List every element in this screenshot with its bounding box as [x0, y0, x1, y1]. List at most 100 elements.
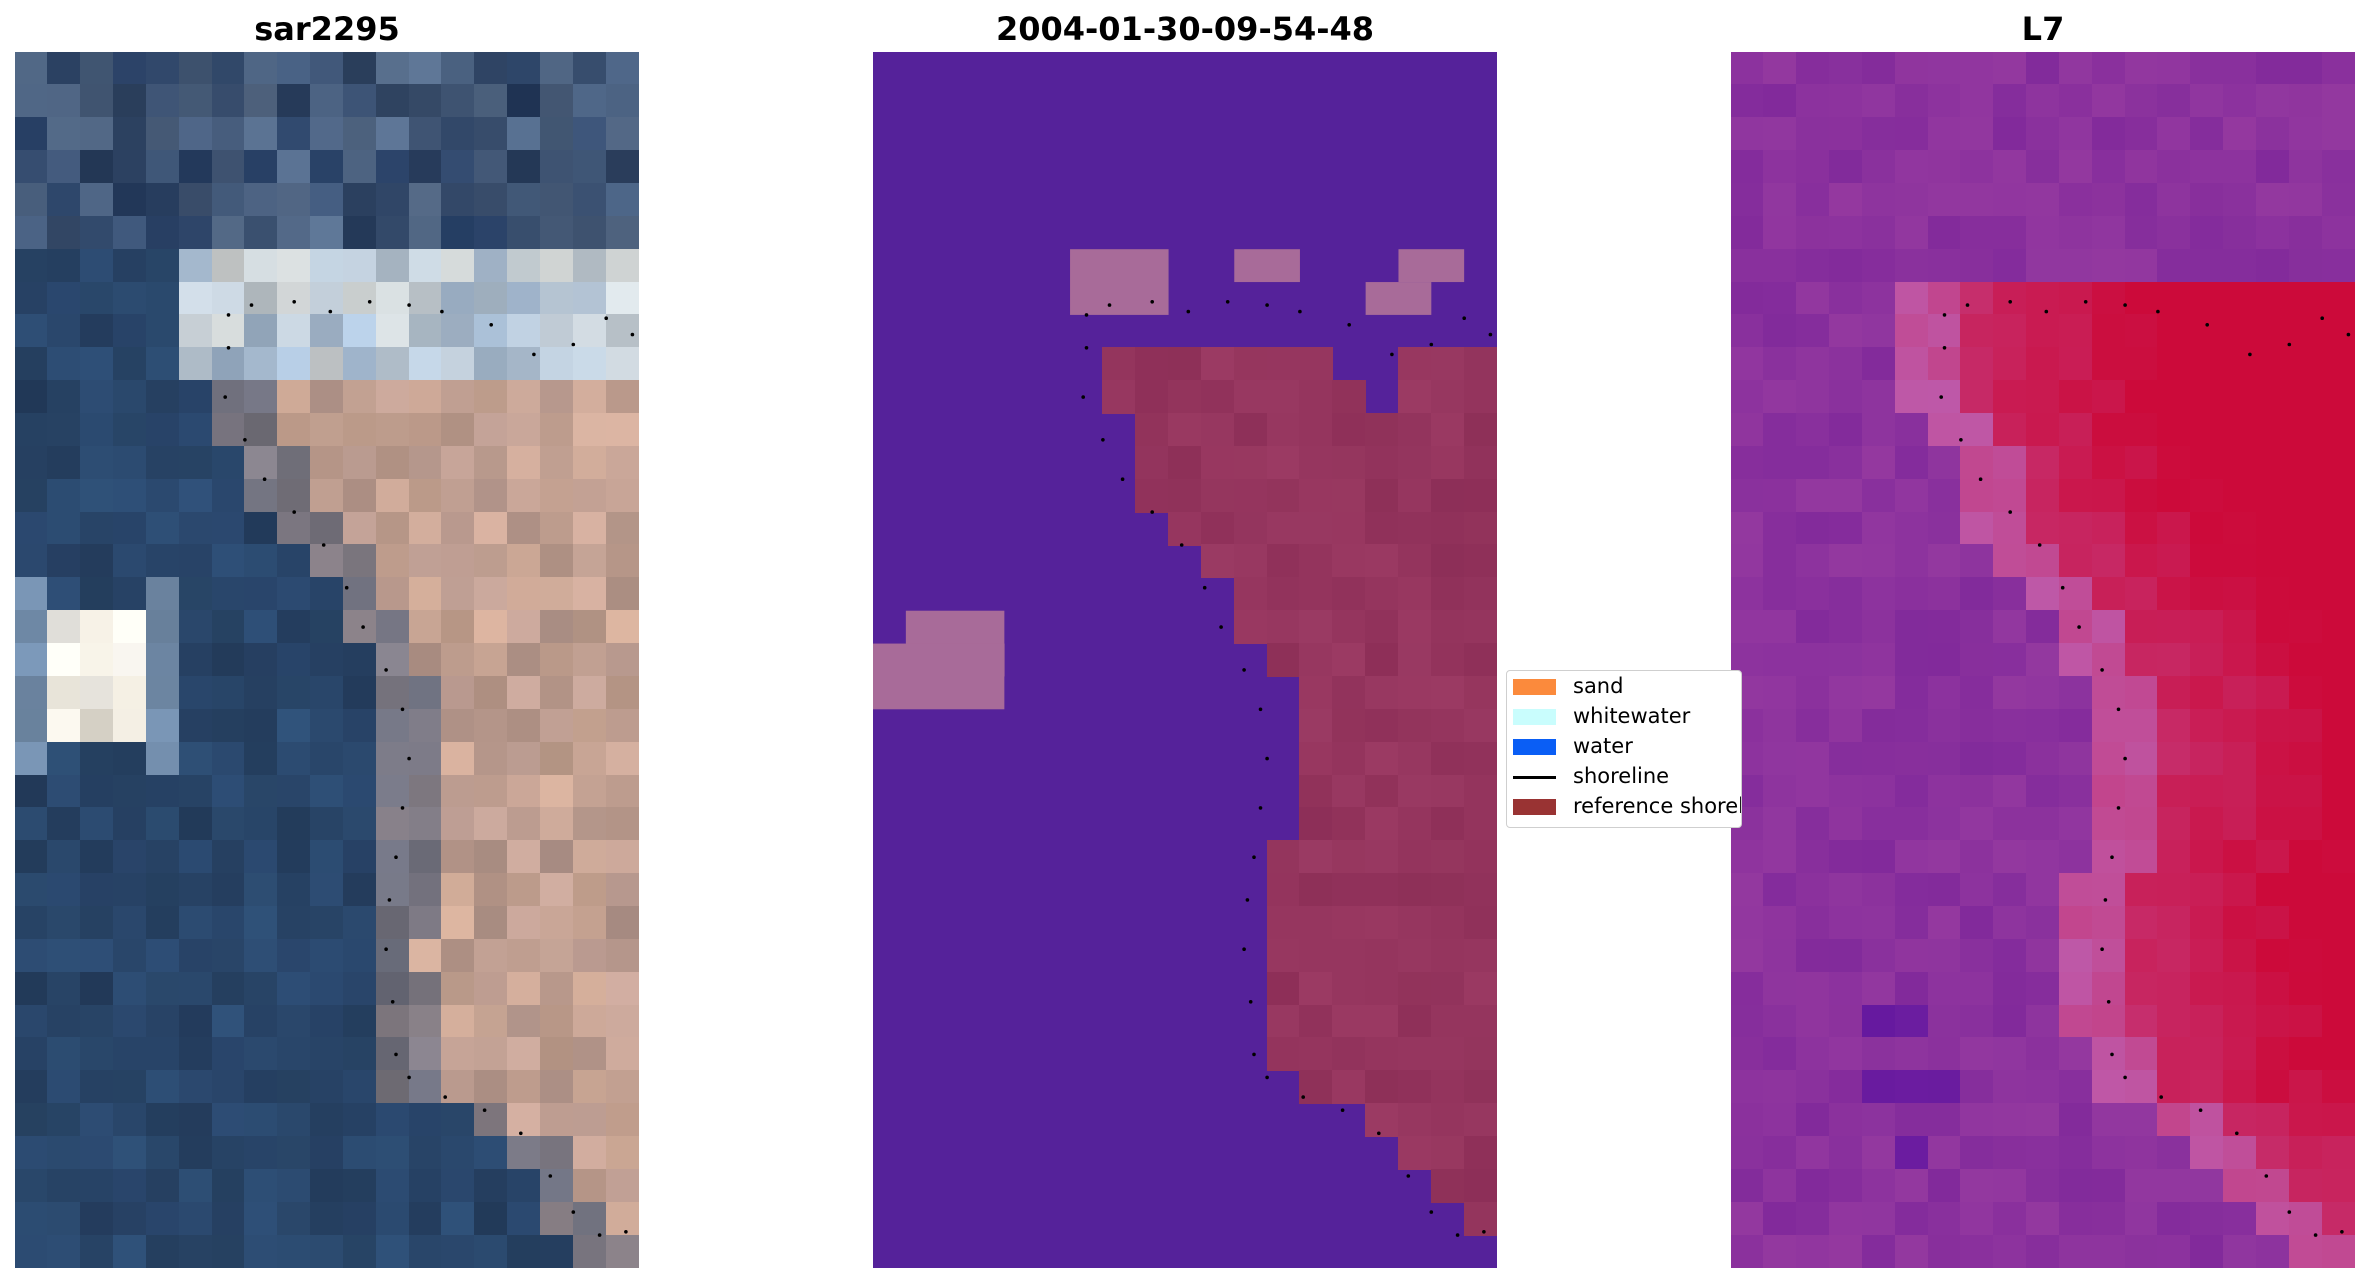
legend-swatch-sand [1513, 679, 1556, 695]
shoreline-point [2123, 1075, 2127, 1080]
panel-title-rgb: sar2295 [254, 10, 400, 48]
legend-swatch-shoreline [1513, 776, 1556, 779]
shoreline-point [1252, 855, 1256, 859]
shoreline-point [2083, 300, 2088, 304]
shoreline-point [2110, 1052, 2114, 1057]
shoreline-point [1248, 1000, 1253, 1004]
shoreline-point [2205, 323, 2209, 327]
shoreline-point [2340, 1230, 2344, 1234]
shoreline-point [292, 510, 297, 514]
shoreline-point [262, 477, 267, 482]
shoreline-point [440, 309, 444, 314]
shoreline-point [2235, 1131, 2239, 1136]
shoreline-point [1482, 1230, 1486, 1234]
shoreline-point [249, 303, 254, 307]
shoreline-point [344, 585, 349, 590]
shoreline-point [1242, 668, 1246, 672]
rgb-satellite-image [15, 52, 639, 1268]
shoreline-point [1265, 303, 1269, 307]
shoreline-point [571, 1210, 576, 1214]
shoreline-point [2159, 1095, 2163, 1099]
shoreline-point [2346, 332, 2351, 337]
shoreline-point [384, 668, 388, 672]
shoreline-point [1455, 1233, 1460, 1237]
shoreline-point [2156, 309, 2160, 314]
shoreline-point [387, 898, 392, 902]
classification-image [873, 52, 1497, 1268]
shoreline-point [2100, 668, 2104, 672]
shoreline-point [2106, 1000, 2111, 1004]
panel-title-index: L7 [2021, 10, 2065, 48]
panel-classification-image [873, 52, 1497, 1268]
shoreline-point [1390, 352, 1394, 357]
shoreline-point [2264, 1174, 2269, 1178]
shoreline-point [1252, 1052, 1256, 1057]
panel-rgb-image [15, 52, 639, 1268]
shoreline-point [400, 707, 405, 712]
shoreline-point [2100, 947, 2104, 951]
shoreline-point [407, 756, 411, 761]
shoreline-point [2116, 806, 2121, 810]
shoreline-point [2198, 1108, 2203, 1112]
shoreline-point [597, 1233, 602, 1237]
shoreline-point [1429, 342, 1434, 347]
shoreline-point [384, 947, 388, 951]
shoreline-point [1120, 477, 1125, 482]
shoreline-point [604, 316, 608, 321]
shoreline-point [2037, 543, 2042, 547]
shoreline-point [1959, 438, 1963, 442]
shoreline-point [2248, 352, 2252, 357]
shoreline-point [407, 1075, 411, 1080]
shoreline-point [532, 352, 536, 357]
shoreline-point [1340, 1108, 1345, 1112]
shoreline-point [1265, 1075, 1269, 1080]
legend-item-reference-shoreline: reference shoreline [1513, 791, 1741, 821]
shoreline-point [367, 300, 372, 304]
shoreline-point [2044, 309, 2049, 314]
legend-swatch-whitewater [1513, 709, 1556, 725]
shoreline-point [1084, 313, 1089, 317]
shoreline-point [223, 395, 227, 399]
shoreline-point [1462, 316, 1466, 321]
shoreline-point [1298, 309, 1302, 314]
legend-item-water: water [1513, 731, 1741, 761]
shoreline-point [571, 342, 576, 347]
shoreline-point [2110, 855, 2114, 859]
shoreline-point [394, 1052, 398, 1057]
legend-label-shoreline: shoreline [1573, 764, 1670, 788]
shoreline-point [407, 303, 411, 307]
shoreline-point [1242, 947, 1246, 951]
shoreline-point [1939, 395, 1943, 399]
shoreline-point [2060, 585, 2065, 590]
shoreline-point [2103, 898, 2108, 902]
shoreline-point [1301, 1095, 1305, 1099]
shoreline-point [489, 323, 494, 327]
shoreline-point [328, 309, 333, 314]
shoreline-point [1347, 323, 1351, 327]
shoreline-point [1258, 806, 1263, 810]
shoreline-point [2116, 707, 2121, 712]
shoreline-point [2008, 510, 2012, 514]
shoreline-point [321, 543, 326, 547]
shoreline-point [1265, 756, 1269, 761]
shoreline-point [226, 313, 231, 317]
shoreline-point [1186, 309, 1191, 314]
shoreline-point [2077, 625, 2081, 629]
shoreline-point [2123, 756, 2127, 761]
index-heatmap-image [1731, 52, 2355, 1268]
legend-item-sand: sand [1513, 671, 1741, 701]
panel-index-image [1731, 52, 2355, 1268]
shoreline-point [2287, 1210, 2292, 1214]
shoreline-point [292, 300, 297, 304]
shoreline-point [548, 1174, 553, 1178]
shoreline-point [1942, 313, 1947, 317]
legend-item-shoreline: shoreline [1513, 761, 1741, 791]
shoreline-point [443, 1095, 448, 1099]
shoreline-point [482, 1108, 487, 1112]
shoreline-overlay-rgb [223, 300, 635, 1237]
shoreline-point [226, 346, 231, 350]
shoreline-point [1429, 1210, 1434, 1214]
legend-swatch-water [1513, 739, 1556, 755]
shoreline-point [2287, 342, 2292, 347]
shoreline-point [1978, 477, 1983, 482]
